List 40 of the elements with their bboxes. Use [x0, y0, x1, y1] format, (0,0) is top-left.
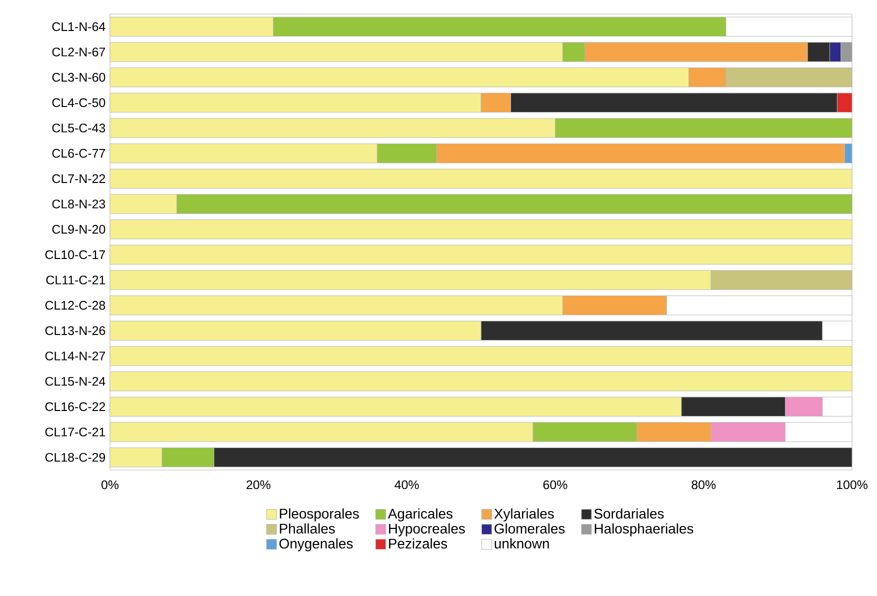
bar	[110, 219, 852, 240]
x-tick-label: 0%	[101, 480, 119, 490]
y-tick-label: CL7-N-22	[52, 174, 106, 184]
legend-label: Phallales	[280, 523, 335, 534]
y-tick-label: CL6-C-77	[52, 148, 106, 158]
legend-label: unknown	[494, 538, 549, 549]
bar	[110, 244, 852, 265]
legend-label: Glomerales	[494, 523, 565, 534]
legend-label: Pleosporales	[280, 508, 359, 522]
y-tick-label: CL4-C-50	[52, 98, 106, 108]
x-tick-label: 40%	[394, 480, 419, 490]
x-tick-label: 60%	[543, 480, 568, 490]
x-tick-label: 80%	[692, 480, 716, 490]
y-tick-label: CL16-C-22	[45, 402, 106, 412]
bar	[110, 346, 852, 366]
y-tick-label: CL8-N-23	[52, 200, 106, 208]
y-tick-label: CL13-N-26	[45, 326, 106, 336]
y-tick-label: CL12-C-28	[45, 300, 106, 310]
y-tick-label: CL10-C-17	[45, 250, 106, 260]
legend-label: Pezizales	[389, 538, 448, 549]
y-tick-label: CL11-C-21	[46, 276, 106, 284]
bar	[110, 371, 852, 392]
y-tick-label: CL3-N-60	[52, 72, 106, 82]
legend-label: Onygenales	[279, 538, 353, 552]
y-tick-label: CL1-N-64	[52, 22, 106, 32]
legend-label: Sordariales	[594, 508, 664, 519]
y-tick-label: CL17-C-21	[45, 428, 106, 436]
legend-label: Halosphaeriales	[594, 523, 694, 536]
y-tick-label: CL9-N-20	[52, 224, 106, 234]
y-tick-label: CL5-C-43	[52, 124, 106, 132]
x-tick-label: 100%	[837, 480, 868, 490]
y-tick-label: CL15-N-24	[45, 376, 106, 386]
y-tick-label: CL18-C-29	[45, 452, 106, 462]
x-tick-label: 20%	[246, 480, 270, 490]
y-tick-label: CL2-N-67	[52, 48, 106, 56]
bar	[110, 168, 852, 189]
legend-label: Xylariales	[494, 508, 554, 522]
legend-label: Hypocreales	[389, 523, 465, 536]
legend-label: Agaricales	[388, 508, 453, 522]
y-tick-label: CL14-N-27	[45, 352, 106, 360]
